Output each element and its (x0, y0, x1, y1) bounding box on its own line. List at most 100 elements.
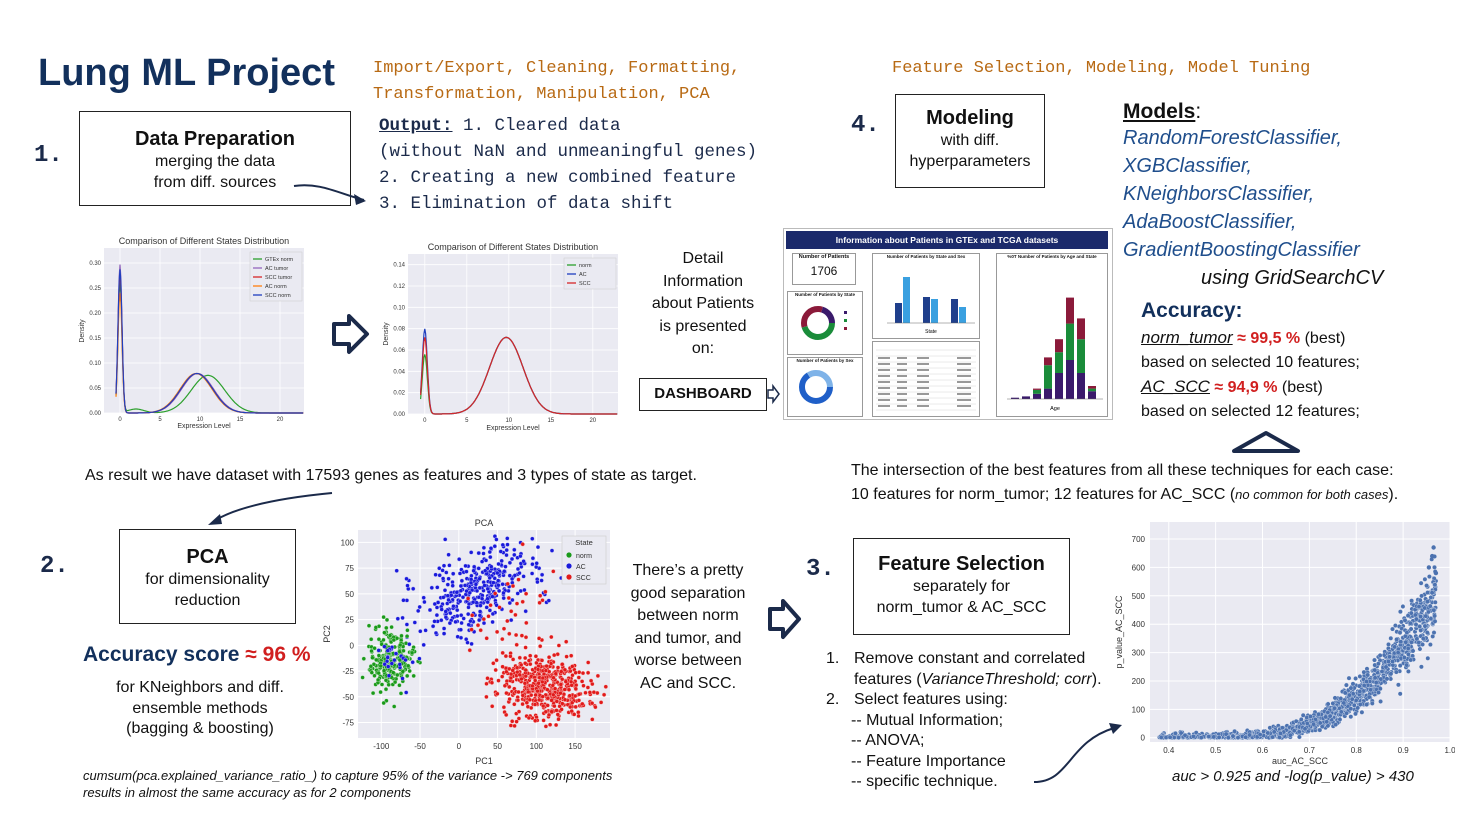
pca-point-norm (411, 673, 416, 679)
table-cell (878, 405, 890, 407)
auc-point (1405, 613, 1411, 618)
pca-point-scc (533, 678, 538, 683)
age-bar-segment (1033, 393, 1041, 399)
pca-point-scc (486, 614, 491, 619)
pca-point-ac (479, 596, 485, 601)
pca-point-norm (405, 673, 410, 679)
pca-point-ac (446, 576, 451, 581)
pca-point-ac (549, 548, 555, 553)
pca-point-scc (555, 712, 560, 717)
table-cell (878, 387, 890, 389)
intersection-line-1: The intersection of the best features fr… (851, 462, 1394, 479)
pca-point-ac (386, 664, 391, 669)
x-tick-label: 20 (277, 417, 284, 423)
pca-point-scc (569, 708, 574, 714)
auc-point (1386, 659, 1391, 664)
auc-point (1395, 650, 1401, 655)
pca-point-ac (455, 607, 460, 613)
legend-swatch (566, 563, 572, 569)
auc-point (1378, 676, 1384, 682)
auc-point (1413, 612, 1418, 618)
pca-point-ac (397, 662, 402, 667)
sep-line: AC and SCC. (639, 674, 737, 692)
auc-point (1359, 709, 1365, 715)
pca-point-ac (494, 603, 499, 608)
pca-point-ac (539, 578, 544, 583)
pca-point-scc (534, 660, 539, 666)
pca-point-norm (397, 657, 402, 663)
step-number-1: 1. (34, 142, 63, 169)
x-tick-label: 15 (237, 417, 244, 423)
pca-point-ac (394, 568, 399, 573)
pca-point-norm (392, 704, 397, 709)
y-tick-label: 0.12 (393, 284, 405, 290)
pca-point-scc (590, 717, 595, 722)
pca-point-ac (410, 660, 415, 665)
auc-point (1387, 654, 1392, 660)
pca-point-ac (446, 552, 451, 557)
auc-point (1424, 630, 1430, 635)
auc-point (1417, 646, 1423, 652)
pca-point-scc (504, 669, 509, 674)
pca-point-scc (484, 694, 489, 700)
pca-point-scc (583, 690, 588, 695)
state-donut (801, 306, 847, 340)
auc-point (1325, 710, 1331, 715)
auc-point (1377, 686, 1383, 692)
age-bar-segment (1055, 352, 1063, 373)
pca-point-scc (549, 698, 554, 703)
pca-point-ac (535, 579, 540, 585)
dashboard-button[interactable]: DASHBOARD (639, 378, 767, 411)
age-bar-segment (1033, 388, 1041, 390)
pca-point-ac (530, 536, 535, 541)
pca-point-scc (562, 667, 568, 672)
intersection-line-2a: 10 features for norm_tumor; 12 features … (851, 486, 1236, 503)
pca-point-scc (506, 595, 511, 601)
sep-line: worse between (634, 652, 742, 669)
pca-point-scc (560, 701, 565, 706)
auc-point (1257, 732, 1263, 737)
y-tick-label: 0.04 (393, 369, 405, 375)
pca-point-ac (481, 551, 486, 556)
table-cell (917, 393, 929, 395)
pca-point-ac (488, 554, 493, 560)
dashboard-thumbnail[interactable]: Information about Patients in GTEx and T… (783, 228, 1113, 420)
pca-point-ac (441, 563, 447, 568)
y-tick-label: 0.08 (393, 327, 405, 333)
pca-point-scc (515, 698, 521, 703)
pca-point-scc (548, 661, 554, 666)
y-tick-label: 0.20 (89, 311, 101, 317)
chart-title: Comparison of Different States Distribut… (119, 236, 289, 246)
pca-point-scc (508, 671, 514, 677)
pca-point-norm (382, 630, 387, 635)
pca-point-scc (490, 704, 495, 709)
age-bar-segment (1077, 339, 1085, 373)
series-line-scc (420, 336, 618, 415)
detail-line: on: (691, 340, 715, 357)
auc-point (1368, 687, 1373, 693)
pca-point-ac (461, 616, 466, 621)
table-cell (957, 393, 971, 395)
table-cell (878, 369, 890, 371)
auc-point (1425, 655, 1431, 661)
auc-point (1163, 735, 1169, 740)
detail-line: about Patients (651, 295, 755, 312)
pca-point-scc (540, 598, 545, 603)
pca-point-scc (523, 661, 528, 666)
pca-point-ac (448, 610, 453, 616)
auc-point (1291, 728, 1297, 734)
pca-point-norm (409, 650, 415, 655)
auc-point (1347, 692, 1352, 698)
pca-point-norm (398, 642, 403, 648)
feature-steps: 1. Remove constant and correlated feature… (826, 649, 1102, 793)
pca-point-ac (477, 576, 482, 581)
pca-point-scc (558, 691, 563, 696)
auc-point (1356, 683, 1362, 689)
pca-point-scc (588, 678, 594, 683)
auc-scatter-chart: 0.4 0.5 0.6 0.7 0.8 0.9 1.0 0 100 200 300 400 500 600… (1114, 522, 1455, 766)
pca-point-ac (484, 605, 489, 610)
pca-point-ac (429, 585, 434, 590)
pca-point-ac (494, 537, 499, 542)
pca-point-ac (499, 558, 504, 564)
box-sub-1: with diff. (940, 132, 1000, 149)
